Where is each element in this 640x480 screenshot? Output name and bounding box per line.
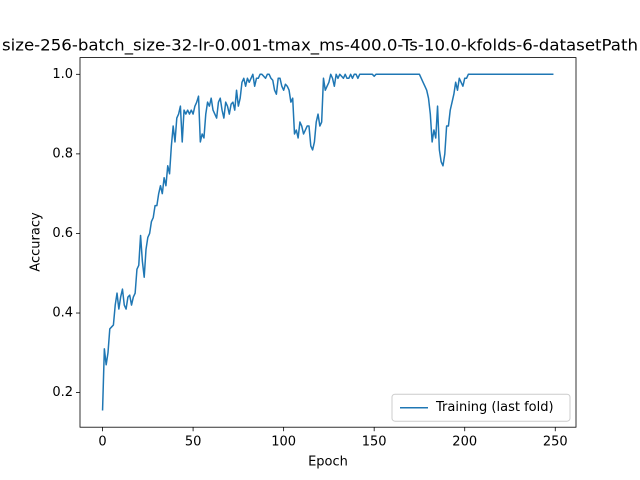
x-tick-label: 250 (543, 435, 568, 450)
x-axis-label: Epoch (308, 455, 348, 470)
y-axis-label: Accuracy (29, 212, 44, 272)
y-tick-label: 0.2 (52, 385, 73, 400)
x-tick-label: 100 (271, 435, 296, 450)
chart-title: size-256-batch_size-32-lr-0.001-tmax_ms-… (2, 36, 638, 56)
legend-label: Training (last fold) (435, 400, 554, 415)
x-tick-label: 50 (185, 435, 202, 450)
line (101, 73, 554, 411)
y-tick-label: 0.8 (52, 146, 73, 161)
x-tick-label: 150 (362, 435, 387, 450)
legend-box (391, 393, 571, 422)
y-tick-label: 0.6 (52, 226, 73, 241)
x-tick-label: 0 (98, 435, 106, 450)
y-tick-label: 0.4 (52, 306, 73, 321)
y-tick-label: 1.0 (52, 67, 73, 82)
x-tick-label: 200 (452, 435, 477, 450)
axes-frame (79, 57, 577, 428)
